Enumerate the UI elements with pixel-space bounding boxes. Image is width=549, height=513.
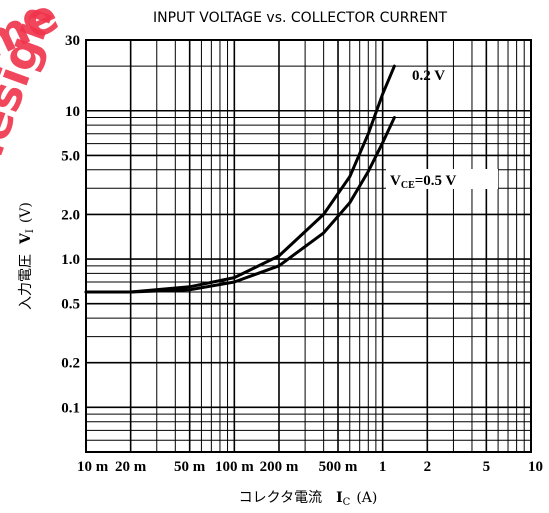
- grid: [85, 39, 532, 453]
- x-axis-label-subscript: C: [343, 497, 351, 508]
- series-line-2: [84, 116, 396, 294]
- x-tick-label: 100 m: [215, 459, 254, 475]
- y-tick-label: 5.0: [61, 148, 80, 164]
- x-tick-label: 1: [379, 459, 387, 475]
- series-line-1: [84, 64, 396, 294]
- watermark: me design: [0, 0, 66, 179]
- watermark-line-2: design: [0, 0, 63, 179]
- curves: [84, 64, 396, 294]
- y-tick-label: 0.1: [61, 400, 80, 416]
- x-tick-label: 2: [424, 459, 432, 475]
- x-tick-label: 5: [483, 459, 491, 475]
- series-label-0-2v: 0.2 V: [412, 68, 445, 84]
- x-tick-label: 10: [528, 459, 543, 475]
- y-tick-label: 10: [65, 104, 80, 120]
- x-axis-label: コレクタ電流 IC (A): [239, 490, 378, 508]
- x-tick-label: 500 m: [319, 459, 358, 475]
- x-tick-label: 20 m: [115, 459, 147, 475]
- x-tick-label: 200 m: [260, 459, 299, 475]
- y-tick-label: 0.5: [61, 297, 80, 313]
- plot-frame: [85, 39, 532, 453]
- chart-title: INPUT VOLTAGE vs. COLLECTOR CURRENT: [153, 10, 447, 26]
- x-axis-label-jp: コレクタ電流: [239, 490, 322, 506]
- y-tick-labels: 0.1 0.2 0.5 1.0 2.0 5.0 10 30: [61, 33, 80, 416]
- y-axis-label-subscript: I: [25, 229, 36, 233]
- x-axis-label-unit: (A): [356, 490, 377, 506]
- series-label-vce: VCE=0.5 V: [386, 169, 498, 191]
- x-axis-label-symbol: I: [336, 490, 343, 506]
- x-tick-label: 50 m: [174, 459, 206, 475]
- x-tick-label: 10 m: [77, 459, 109, 475]
- y-axis-label-unit: (V): [18, 202, 34, 223]
- x-tick-labels: 10 m 20 m 50 m 100 m 200 m 500 m 1 2 5 10: [77, 459, 543, 475]
- series-label-background: [386, 169, 498, 189]
- y-axis-label: 入力電圧 VI (V): [18, 202, 36, 310]
- series-label-vce-v: V: [390, 173, 401, 189]
- series-label-vce-text: VCE=0.5 V: [390, 173, 457, 191]
- y-tick-label: 0.2: [61, 356, 80, 372]
- y-tick-label: 2.0: [61, 207, 80, 223]
- y-axis-label-jp: 入力電圧: [18, 254, 34, 310]
- y-tick-label: 1.0: [61, 252, 80, 268]
- series-label-vce-rest: =0.5 V: [415, 173, 457, 189]
- y-tick-label: 30: [65, 33, 80, 49]
- series-label-vce-sub: CE: [401, 180, 415, 191]
- y-axis-label-symbol: V: [18, 232, 34, 245]
